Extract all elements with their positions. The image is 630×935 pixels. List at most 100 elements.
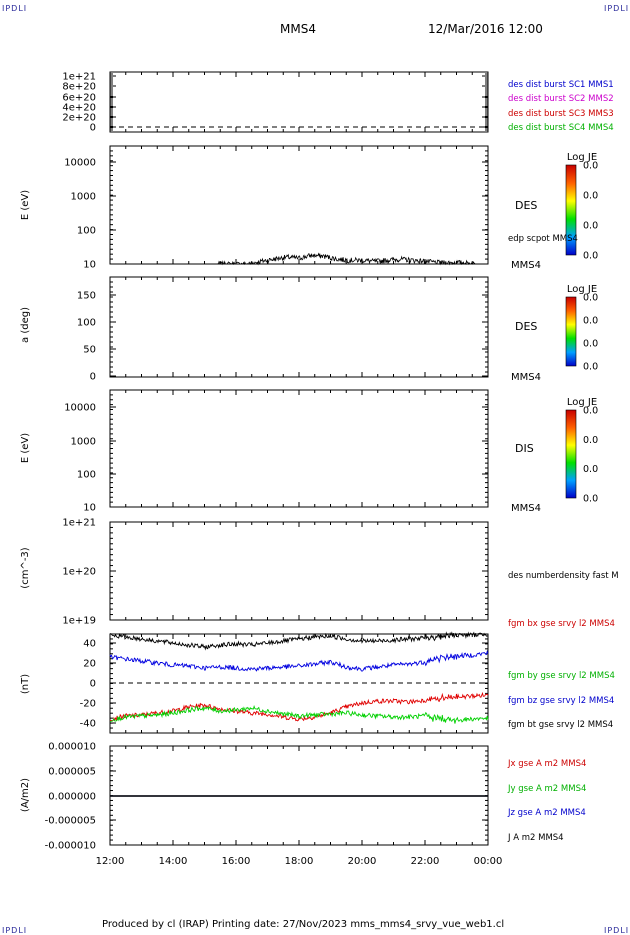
colorbar-3 <box>565 409 577 499</box>
y-tick-label: 10000 <box>64 403 96 414</box>
x-tick-label: 16:00 <box>222 856 251 867</box>
y-tick-label: 100 <box>77 226 96 237</box>
y-tick-label: 10000 <box>64 158 96 169</box>
colorbar-title: Log JE <box>567 152 597 163</box>
colorbar-tick-label: 0.0 <box>583 221 598 232</box>
panel-frame-5 <box>109 521 489 621</box>
y-tick-label: 2e+20 <box>62 113 96 124</box>
y-tick-label: 1e+19 <box>62 616 96 627</box>
colorbar-tick-label: 0.0 <box>583 191 598 202</box>
y-axis-label: E (eV) <box>20 190 31 220</box>
series-label: des dist burst SC2 MMS2 <box>508 94 614 104</box>
y-tick-label: 10 <box>83 503 96 514</box>
footer-credit: Produced by cl (IRAP) Printing date: 27/… <box>102 919 505 930</box>
panel-frame-1 <box>109 71 489 133</box>
series-label: fgm by gse srvy l2 MMS4 <box>508 671 615 681</box>
series-label: des dist burst SC1 MMS1 <box>508 80 614 90</box>
datetime-title: 12/Mar/2016 12:00 <box>428 22 543 36</box>
field-line <box>109 631 488 651</box>
instrument-label: DIS <box>515 442 534 455</box>
instrument-label: DES <box>515 199 537 212</box>
craft-label: MMS4 <box>511 503 541 514</box>
y-tick-label: 0.000010 <box>48 742 96 753</box>
y-tick-label: 1e+21 <box>62 518 96 529</box>
series-label: fgm bz gse srvy l2 MMS4 <box>508 696 614 706</box>
series-label: Jy gse A m2 MMS4 <box>507 784 586 794</box>
y-tick-label: 150 <box>77 291 96 302</box>
spacecraft-title: MMS4 <box>280 22 316 36</box>
colorbar-tick-label: 0.0 <box>583 406 598 417</box>
y-tick-label: -20 <box>80 699 96 710</box>
colorbar-tick-label: 0.0 <box>583 435 598 446</box>
y-tick-label: 1e+21 <box>62 72 96 83</box>
y-tick-label: 0 <box>90 679 96 690</box>
craft-label: MMS4 <box>511 372 541 383</box>
scpot-line <box>216 252 476 266</box>
colorbar-tick-label: 0.0 <box>583 464 598 475</box>
y-axis-label: a (deg) <box>20 307 31 343</box>
series-label: Jz gse A m2 MMS4 <box>507 808 586 818</box>
overlay-label: edp scpot MMS4 <box>508 234 578 244</box>
colorbar-2 <box>565 296 577 367</box>
series-label: des dist burst SC3 MMS3 <box>508 109 614 119</box>
panel-frame-3 <box>109 276 489 378</box>
series-label: J A m2 MMS4 <box>507 833 564 843</box>
y-tick-label: -40 <box>80 719 96 730</box>
y-axis-label: (cm^-3) <box>20 547 31 588</box>
colorbar-tick-label: 0.0 <box>583 362 598 373</box>
y-axis-label: E (eV) <box>20 433 31 463</box>
y-tick-label: 1000 <box>71 437 96 448</box>
y-tick-label: 0.000000 <box>48 792 96 803</box>
y-tick-label: 6e+20 <box>62 93 96 104</box>
colorbar-tick-label: 0.0 <box>583 339 598 350</box>
series-label: des numberdensity fast M <box>508 571 619 581</box>
y-tick-label: 0 <box>90 372 96 383</box>
series-label: fgm bt gse srvy l2 MMS4 <box>508 720 613 730</box>
y-axis-label: (nT) <box>20 674 31 694</box>
y-tick-label: -0.000005 <box>45 816 96 827</box>
corner-label-top-left: IPDLI <box>2 4 28 13</box>
panel-frame-2 <box>109 145 489 265</box>
x-tick-label: 00:00 <box>474 856 503 867</box>
y-tick-label: 1000 <box>71 192 96 203</box>
instrument-label: DES <box>515 320 537 333</box>
field-line <box>109 650 489 672</box>
series-label: des dist burst SC4 MMS4 <box>508 123 614 133</box>
y-tick-label: 0 <box>90 123 96 134</box>
craft-label: MMS4 <box>511 260 541 271</box>
x-tick-label: 22:00 <box>411 856 440 867</box>
y-tick-label: 100 <box>77 470 96 481</box>
colorbar-tick-label: 0.0 <box>583 251 598 262</box>
series-label: fgm bx gse srvy l2 MMS4 <box>508 619 615 629</box>
colorbar-tick-label: 0.0 <box>583 161 598 172</box>
corner-label-top-right: IPDLI <box>604 4 630 13</box>
corner-label-bottom-left: IPDLI <box>2 926 28 935</box>
x-tick-label: 12:00 <box>96 856 125 867</box>
y-tick-label: 50 <box>83 345 96 356</box>
y-tick-label: 4e+20 <box>62 103 96 114</box>
colorbar-1 <box>565 164 577 256</box>
x-tick-label: 20:00 <box>348 856 377 867</box>
y-tick-label: 8e+20 <box>62 82 96 93</box>
x-tick-label: 14:00 <box>159 856 188 867</box>
panel-frame-4 <box>109 389 489 508</box>
y-axis-label: (A/m2) <box>20 778 31 812</box>
y-tick-label: 100 <box>77 318 96 329</box>
colorbar-tick-label: 0.0 <box>583 316 598 327</box>
corner-label-bottom-right: IPDLI <box>604 926 630 935</box>
y-tick-label: 1e+20 <box>62 567 96 578</box>
panel-frames <box>109 71 577 846</box>
y-tick-label: 20 <box>83 659 96 670</box>
y-tick-label: -0.000010 <box>45 841 96 852</box>
x-tick-label: 18:00 <box>285 856 314 867</box>
colorbar-tick-label: 0.0 <box>583 293 598 304</box>
y-tick-label: 10 <box>83 260 96 271</box>
series-label: Jx gse A m2 MMS4 <box>507 759 586 769</box>
colorbar-tick-label: 0.0 <box>583 494 598 505</box>
colorbar-title: Log JE <box>567 397 597 408</box>
colorbar-title: Log JE <box>567 284 597 295</box>
field-line <box>109 704 489 724</box>
y-tick-label: 40 <box>83 639 96 650</box>
